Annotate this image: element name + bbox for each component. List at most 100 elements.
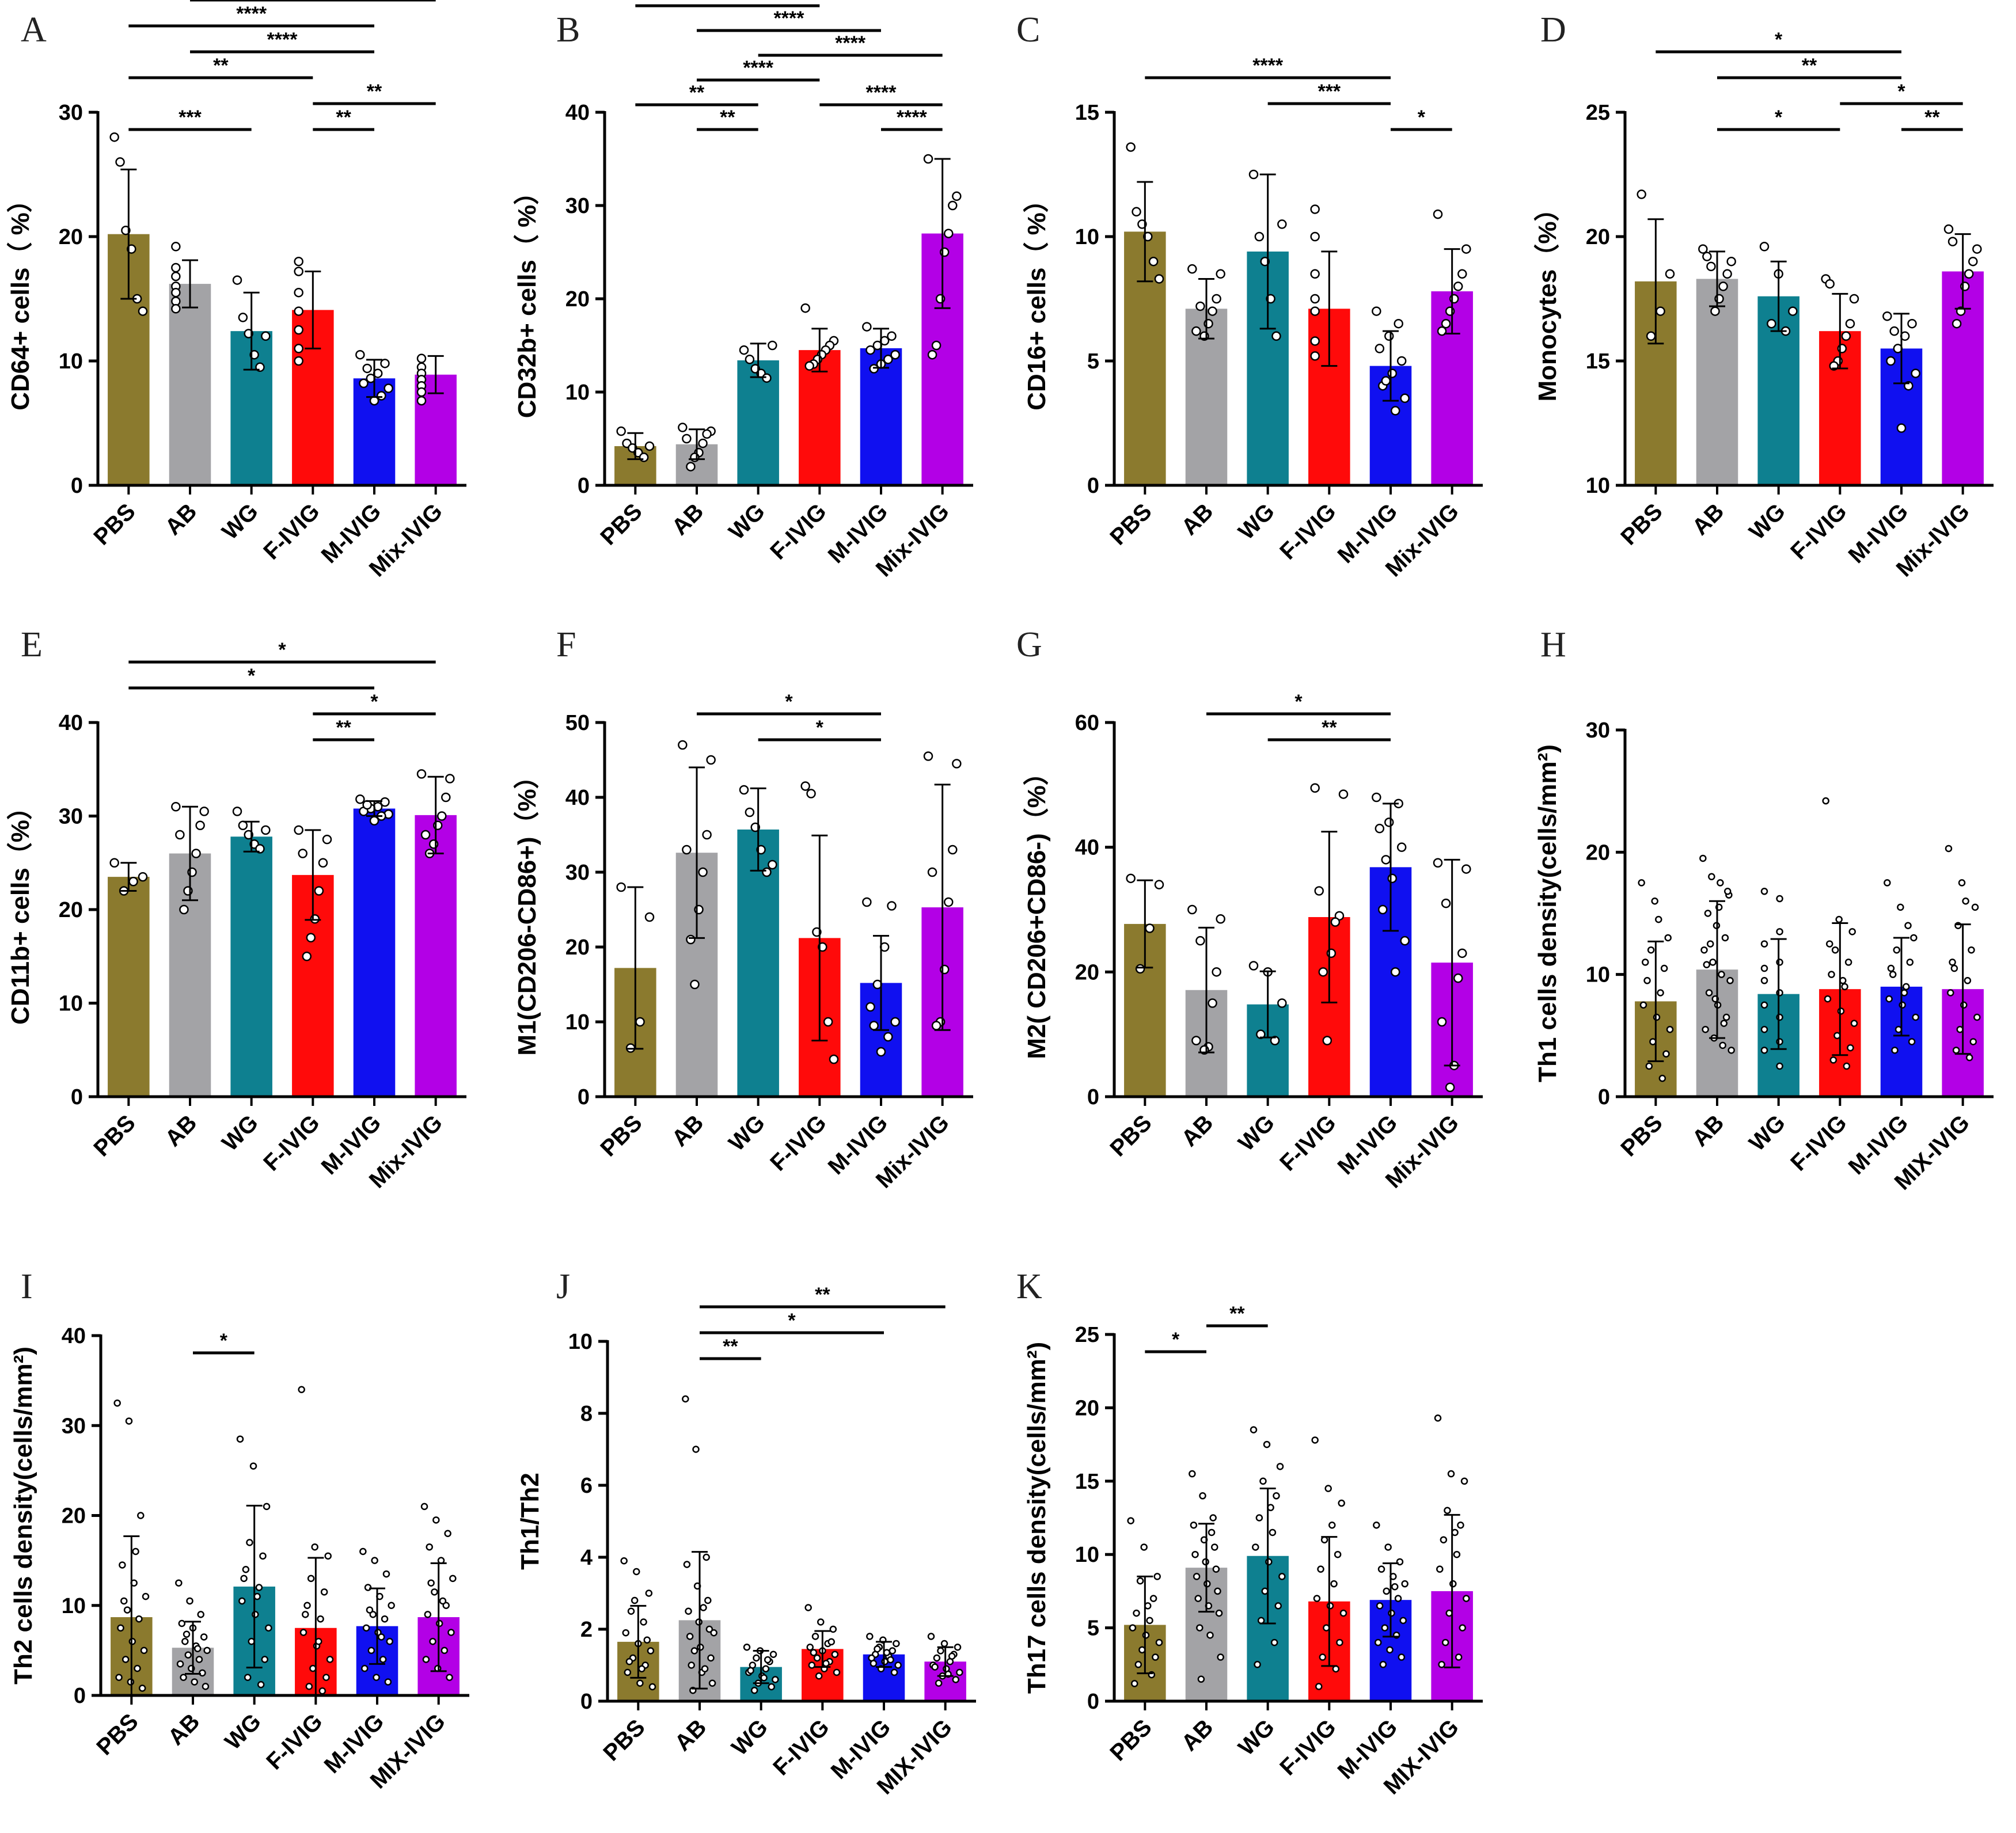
data-point — [420, 830, 431, 840]
data-point — [1208, 1528, 1216, 1537]
data-point — [927, 867, 937, 877]
x-category-label: PBS — [595, 499, 647, 550]
y-axis-label: Th2 cells density(cells/mm²) — [9, 1347, 37, 1684]
data-point — [1271, 331, 1281, 341]
panel-letter: A — [21, 10, 47, 50]
data-point — [294, 287, 303, 298]
data-point — [1197, 1675, 1205, 1683]
x-category-label: PBS — [1105, 1110, 1156, 1161]
data-point — [1212, 294, 1221, 304]
data-point — [326, 1656, 334, 1663]
data-point — [311, 1543, 318, 1551]
data-point — [1278, 1573, 1286, 1580]
data-point — [301, 1611, 309, 1618]
data-point — [1310, 351, 1320, 361]
significance-label: * — [1775, 107, 1783, 128]
data-point — [1656, 306, 1665, 316]
data-point — [1394, 1595, 1402, 1602]
data-point — [1391, 1583, 1399, 1591]
y-tick-label: 50 — [565, 711, 590, 735]
data-point — [202, 1683, 210, 1690]
data-point — [246, 1539, 253, 1546]
data-point — [762, 867, 772, 877]
data-point — [750, 1687, 758, 1694]
x-category-label: AB — [160, 1110, 202, 1151]
data-point — [236, 1435, 244, 1443]
data-point — [635, 1017, 645, 1027]
significance-label: ** — [336, 717, 351, 739]
significance-label: **** — [1252, 55, 1284, 77]
y-tick-label: 25 — [1075, 1323, 1099, 1347]
data-point — [1841, 331, 1851, 341]
data-point — [429, 1638, 436, 1645]
data-point — [894, 1661, 902, 1669]
data-point — [1339, 1609, 1347, 1617]
data-point — [1665, 269, 1675, 279]
data-point — [624, 1668, 632, 1676]
data-point — [238, 1597, 246, 1605]
significance-label: ** — [213, 55, 229, 77]
data-point — [362, 363, 372, 374]
y-tick-label: 20 — [565, 287, 590, 311]
y-tick-label: 10 — [565, 381, 590, 405]
data-point — [1152, 1653, 1159, 1661]
data-point — [1709, 959, 1717, 966]
significance-label: ** — [367, 81, 382, 102]
data-point — [1381, 376, 1391, 386]
data-point — [1444, 1507, 1451, 1515]
data-point — [753, 1654, 760, 1662]
significance-label: **** — [236, 3, 267, 25]
data-point — [1643, 977, 1651, 984]
y-axis-label: Th17 cells density(cells/mm²) — [1023, 1342, 1051, 1694]
data-point — [1374, 1638, 1382, 1646]
data-point — [948, 200, 958, 211]
data-point — [142, 1592, 150, 1600]
data-point — [1908, 1038, 1916, 1045]
data-point — [1973, 1013, 1981, 1021]
y-tick-label: 0 — [580, 1690, 593, 1714]
data-point — [1387, 873, 1397, 884]
significance-label: * — [785, 691, 793, 713]
data-point — [1848, 928, 1856, 935]
data-point — [1637, 189, 1646, 199]
data-point — [1310, 231, 1320, 242]
data-point — [1645, 1062, 1653, 1070]
significance-label: **** — [835, 32, 866, 54]
data-point — [299, 1629, 307, 1636]
data-point — [1760, 888, 1768, 895]
y-tick-label: 20 — [1075, 1396, 1099, 1420]
data-point — [1638, 879, 1645, 887]
data-point — [314, 886, 324, 896]
data-point — [1722, 269, 1732, 279]
data-point — [1372, 792, 1381, 803]
data-point — [1666, 1025, 1674, 1033]
data-point — [690, 979, 700, 990]
data-point — [1387, 368, 1397, 378]
data-point — [1254, 231, 1265, 242]
data-point — [1126, 873, 1136, 884]
y-axis-label: M1(CD206-CD86+)（%） — [513, 763, 541, 1055]
x-category-label: PBS — [1105, 1714, 1156, 1766]
data-point — [647, 1647, 655, 1655]
y-tick-label: 0 — [71, 1085, 83, 1109]
data-point — [1958, 879, 1966, 887]
x-category-label: WG — [1233, 499, 1280, 545]
y-tick-label: 10 — [568, 1330, 593, 1354]
data-point — [616, 882, 626, 892]
y-tick-label: 20 — [565, 935, 590, 960]
y-tick-label: 0 — [74, 1684, 86, 1708]
data-point — [317, 1615, 324, 1623]
data-point — [1310, 306, 1320, 316]
data-point — [373, 1674, 380, 1681]
data-point — [1447, 1470, 1455, 1478]
data-point — [1250, 1426, 1258, 1433]
data-point — [633, 1568, 640, 1576]
bar-mix-ivig — [415, 815, 457, 1097]
data-point — [137, 1512, 145, 1519]
data-point — [369, 395, 379, 406]
data-point — [865, 1002, 875, 1012]
data-point — [1945, 845, 1953, 853]
data-point — [1829, 1056, 1837, 1064]
